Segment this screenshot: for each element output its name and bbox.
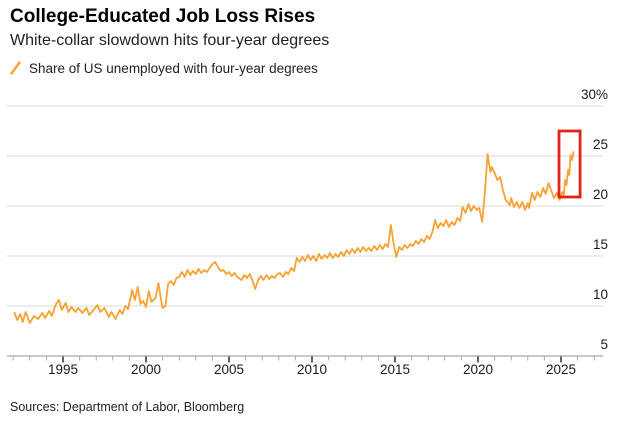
page-title: College-Educated Job Loss Rises bbox=[10, 6, 316, 27]
x-axis-label: 1995 bbox=[47, 362, 79, 377]
highlight-box bbox=[557, 129, 582, 199]
x-axis-label: 2005 bbox=[213, 362, 245, 377]
x-axis-label: 2000 bbox=[130, 362, 162, 377]
source-note: Sources: Department of Labor, Bloomberg bbox=[10, 400, 245, 414]
y-axis-label: 5 bbox=[600, 337, 608, 352]
legend: Share of US unemployed with four-year de… bbox=[10, 60, 318, 76]
x-axis-label: 2020 bbox=[462, 362, 494, 377]
y-axis-label: 20 bbox=[592, 187, 608, 202]
legend-label: Share of US unemployed with four-year de… bbox=[29, 60, 318, 76]
legend-line-slash-icon bbox=[10, 61, 21, 75]
y-axis-label: 10 bbox=[592, 287, 608, 302]
y-axis-label: 30% bbox=[580, 87, 608, 102]
y-axis-label: 15 bbox=[592, 237, 608, 252]
x-axis-label: 2025 bbox=[545, 362, 577, 377]
y-axis-label: 25 bbox=[592, 137, 608, 152]
chart-subtitle: White-collar slowdown hits four-year deg… bbox=[10, 32, 330, 49]
series-line bbox=[13, 151, 575, 324]
x-axis-label: 2015 bbox=[379, 362, 411, 377]
x-axis-label: 2010 bbox=[296, 362, 328, 377]
